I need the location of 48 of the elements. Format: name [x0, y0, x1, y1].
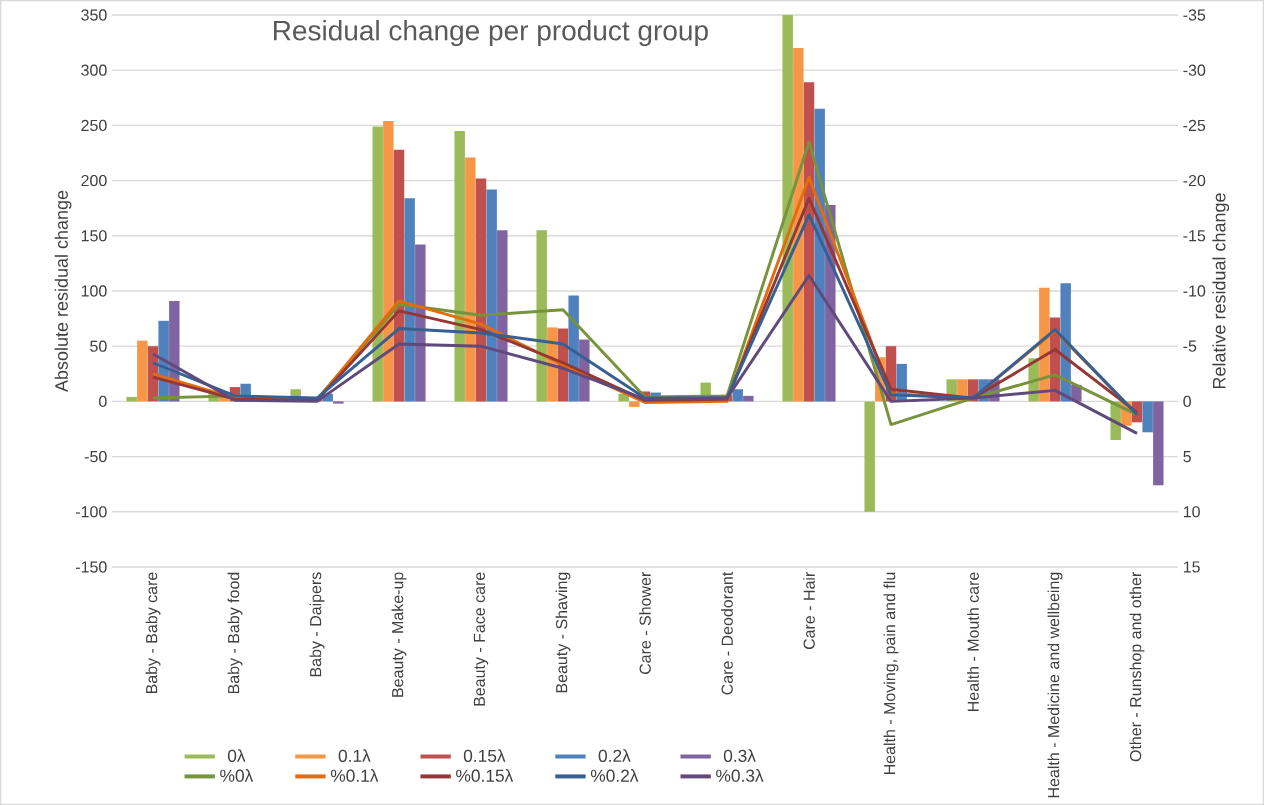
y2-tick-label: -5	[1183, 340, 1197, 352]
y2-axis-title: Relative residual change	[1212, 193, 1230, 389]
y2-tick-label: -15	[1183, 230, 1206, 242]
legend-label: 0.2λ	[598, 749, 631, 762]
x-tick-label: Baby - Daipers	[309, 572, 325, 677]
y2-tick-label: -25	[1183, 119, 1206, 132]
legend-label: 0λ	[227, 749, 246, 762]
x-tick-label: Baby - Baby food	[227, 572, 243, 694]
y2-tick-label: 15	[1183, 561, 1200, 573]
y2-tick-label: 10	[1183, 506, 1200, 518]
y-tick-label: 100	[81, 285, 107, 297]
y-tick-label: 250	[81, 119, 107, 132]
x-tick-label: Health - Moving, pain and flu	[883, 572, 899, 775]
chart-title: Residual change per product group	[274, 19, 708, 47]
x-tick-label: Care - Shower	[639, 571, 651, 675]
legend-label: %0λ	[220, 769, 254, 782]
x-tick-label: Care - Hair	[803, 571, 815, 650]
legend-label: %0.1λ	[330, 769, 379, 782]
y2-tick-label: 0	[1183, 395, 1191, 408]
x-tick-label: Health - Medicine and wellbeing	[1047, 572, 1063, 798]
x-tick-label: Health - Mouth care	[967, 572, 979, 711]
y2-tick-label: -30	[1183, 64, 1206, 76]
legend-label: 0.1λ	[338, 749, 371, 762]
x-tick-label: Care - Deodorant	[721, 571, 733, 695]
y-tick-label: 350	[81, 9, 107, 21]
y2-tick-label: -10	[1183, 285, 1206, 297]
y-tick-label: 200	[81, 174, 107, 187]
y2-tick-label: -20	[1183, 174, 1206, 187]
legend-label: 0.15λ	[463, 749, 506, 762]
legend-label: 0.3λ	[723, 749, 756, 762]
x-tick-label: Beauty - Shaving	[555, 572, 571, 693]
y-tick-label: 50	[90, 340, 107, 352]
y2-tick-label: 5	[1183, 451, 1191, 463]
y-tick-label: 300	[81, 64, 107, 76]
x-tick-label: Beauty - Make-up	[391, 572, 407, 697]
x-tick-label: Baby - Baby care	[145, 572, 161, 694]
y-tick-label: -100	[75, 506, 107, 518]
legend-label: %0.2λ	[590, 769, 639, 782]
x-tick-label: Other - Runshop and other	[1129, 572, 1145, 762]
y-tick-label: -150	[75, 561, 107, 573]
y-tick-label: 0	[99, 395, 107, 408]
legend-label: %0.3λ	[716, 769, 764, 782]
y-tick-label: 150	[81, 230, 107, 242]
legend-label: %0.15λ	[456, 769, 514, 782]
y-tick-label: -50	[84, 450, 107, 463]
y2-tick-label: -35	[1183, 9, 1206, 21]
y-axis-title: Absolute residual change	[54, 190, 72, 393]
x-tick-label: Beauty - Face care	[473, 572, 489, 706]
